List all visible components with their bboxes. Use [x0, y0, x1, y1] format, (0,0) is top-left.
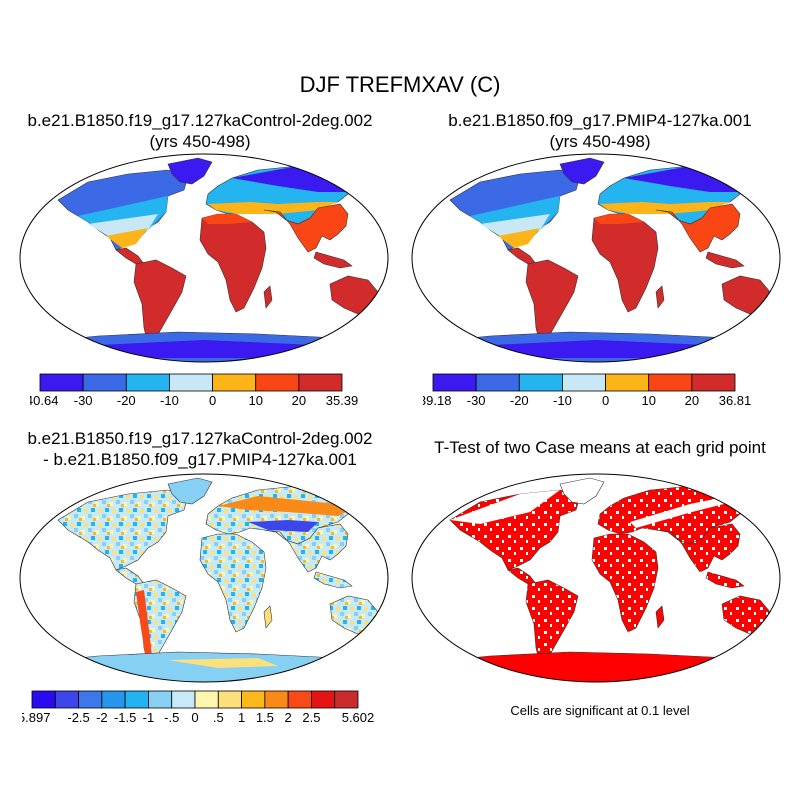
figure-title: DJF TREFMXAV (C)	[299, 72, 501, 97]
panel4-title-line1: T-Test of two Case means at each grid po…	[434, 438, 766, 457]
panel1-colorbar-swatch	[169, 373, 213, 392]
panel1-colorbar-tick-label: -40.64	[30, 393, 58, 408]
panel2-title: b.e21.B1850.f09_g17.PMIP4-127ka.001 (yrs…	[400, 110, 800, 152]
panel1-title-line2: (yrs 450-498)	[149, 132, 251, 151]
panel3-colorbar-tick-label: 1	[238, 710, 245, 725]
panel3-title-line2: - b.e21.B1850.f09_g17.PMIP4-127ka.001	[43, 450, 357, 469]
panel2-colorbar-swatch	[648, 373, 693, 392]
panel2-colorbar-swatch	[432, 373, 477, 392]
panel2-colorbar-tick-label: 20	[685, 393, 699, 408]
panel2-colorbar-swatch	[475, 373, 520, 392]
panel3-colorbar-tick-label: .5	[213, 710, 224, 725]
panel2-title-line1: b.e21.B1850.f09_g17.PMIP4-127ka.001	[448, 111, 752, 130]
panel2-colorbar: -39.18 -30 -20 -10 0 10 20 36.81	[423, 373, 752, 408]
panel3-map	[19, 473, 389, 683]
panel3-colorbar-swatch	[148, 690, 173, 709]
panel2-colorbar-tick-label: -30	[467, 393, 486, 408]
panel2-colorbar-swatch	[518, 373, 563, 392]
panel1-colorbar-tick-label: 20	[292, 393, 306, 408]
panel3-colorbar: -5.897 -2.5 -2 -1.5 -1 -.5 0 .5 1 1.5 2 2.5 5.602	[22, 690, 375, 725]
panel3-colorbar-tick-label: 5.602	[342, 710, 375, 725]
panel1-colorbar-tick-label: 35.39	[326, 393, 359, 408]
panel3-colorbar-swatch	[78, 690, 103, 709]
panel3-colorbar-swatch	[287, 690, 312, 709]
panel3-colorbar-tick-label: -2	[96, 710, 108, 725]
panel2-map	[411, 153, 781, 363]
panel3-colorbar-tick-label: -1	[143, 710, 155, 725]
panel3-colorbar-swatch	[101, 690, 126, 709]
panel3-colorbar-tick-label: -1.5	[114, 710, 136, 725]
panel3-title: b.e21.B1850.f19_g17.127kaControl-2deg.00…	[0, 428, 400, 470]
panel3-colorbar-tick-label: 1.5	[256, 710, 274, 725]
panel3-colorbar-tick-label: 2.5	[302, 710, 320, 725]
panel3-colorbar-swatch	[31, 690, 56, 709]
panel3-colorbar-tick-label: -5.897	[22, 710, 50, 725]
panel1-colorbar-tick-label: -30	[74, 393, 93, 408]
panel3-colorbar-swatch	[54, 690, 79, 709]
panel2-colorbar-tick-label: 10	[641, 393, 655, 408]
panel1-colorbar-swatch	[39, 373, 84, 392]
panel3-colorbar-swatch	[194, 690, 219, 709]
panel2-colorbar-swatch	[605, 373, 650, 392]
panel3-colorbar-swatch	[311, 690, 336, 709]
panel1-colorbar-tick-label: 10	[248, 393, 262, 408]
panel2-title-line2: (yrs 450-498)	[549, 132, 651, 151]
panel3-colorbar-swatch	[241, 690, 266, 709]
panel1-title: b.e21.B1850.f19_g17.127kaControl-2deg.00…	[0, 110, 400, 152]
panel1-colorbar: -40.64 -30 -20 -10 0 10 20 35.39	[30, 373, 359, 408]
panel2-colorbar-tick-label: -39.18	[423, 393, 451, 408]
panel3-colorbar-swatch	[171, 690, 196, 709]
panel3-colorbar-tick-label: -.5	[164, 710, 179, 725]
panel4-map	[411, 473, 781, 683]
panel2-colorbar-tick-label: -20	[510, 393, 529, 408]
panel2-colorbar-tick-label: 0	[602, 393, 609, 408]
panel3-colorbar-tick-label: -2.5	[67, 710, 89, 725]
panel1-colorbar-swatch	[82, 373, 127, 392]
panel3-colorbar-swatch	[124, 690, 149, 709]
panel3-colorbar-swatch	[334, 690, 359, 709]
panel3-colorbar-tick-label: 0	[191, 710, 198, 725]
panel2-colorbar-tick-label: -10	[553, 393, 572, 408]
panel3-colorbar-tick-label: 2	[285, 710, 292, 725]
panel1-colorbar-swatch	[125, 373, 170, 392]
panel3-colorbar-swatch	[217, 690, 242, 709]
panel2-colorbar-tick-label: 36.81	[719, 393, 752, 408]
panel1-colorbar-tick-label: -10	[160, 393, 179, 408]
panel1-colorbar-swatch	[255, 373, 300, 392]
panel1-colorbar-tick-label: -20	[117, 393, 136, 408]
panel1-colorbar-tick-label: 0	[209, 393, 216, 408]
significance-note: Cells are significant at 0.1 level	[510, 703, 690, 718]
panel1-map	[19, 153, 389, 363]
panel4-title: T-Test of two Case means at each grid po…	[400, 437, 800, 458]
panel2-colorbar-swatch	[562, 373, 606, 392]
panel1-colorbar-swatch	[212, 373, 257, 392]
panel3-colorbar-swatch	[264, 690, 289, 709]
panel1-colorbar-swatch	[298, 373, 343, 392]
panel2-colorbar-swatch	[691, 373, 736, 392]
panel3-title-line1: b.e21.B1850.f19_g17.127kaControl-2deg.00…	[27, 429, 373, 448]
panel1-title-line1: b.e21.B1850.f19_g17.127kaControl-2deg.00…	[27, 111, 373, 130]
